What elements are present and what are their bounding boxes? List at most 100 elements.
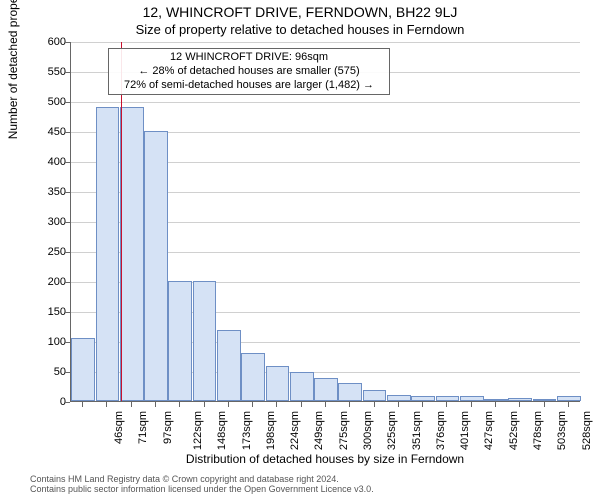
bar <box>217 330 241 401</box>
x-tick-label: 503sqm <box>556 411 568 450</box>
x-axis-title: Distribution of detached houses by size … <box>70 452 580 466</box>
x-tick-label: 198sqm <box>265 411 277 450</box>
bar <box>363 390 387 401</box>
y-tick-mark <box>65 402 70 403</box>
x-tick-mark <box>252 402 253 407</box>
bar <box>96 107 120 401</box>
plot-area <box>70 42 580 402</box>
y-tick-mark <box>65 72 70 73</box>
y-tick-mark <box>65 162 70 163</box>
y-tick-label: 500 <box>16 96 66 108</box>
x-tick-mark <box>471 402 472 407</box>
x-tick-mark <box>544 402 545 407</box>
reference-line <box>121 42 122 401</box>
x-tick-mark <box>82 402 83 407</box>
x-tick-mark <box>568 402 569 407</box>
bar <box>533 399 557 401</box>
y-tick-mark <box>65 252 70 253</box>
x-tick-label: 351sqm <box>411 411 423 450</box>
credit-text: Contains HM Land Registry data © Crown c… <box>30 474 374 495</box>
x-tick-label: 122sqm <box>192 411 204 450</box>
x-tick-mark <box>374 402 375 407</box>
y-tick-label: 600 <box>16 36 66 48</box>
gridline <box>71 102 580 103</box>
x-tick-mark <box>301 402 302 407</box>
annotation-box: 12 WHINCROFT DRIVE: 96sqm ← 28% of detac… <box>108 48 390 95</box>
x-tick-mark <box>495 402 496 407</box>
bar <box>193 281 217 401</box>
x-tick-label: 46sqm <box>113 411 125 444</box>
x-tick-mark <box>276 402 277 407</box>
bar <box>557 396 581 401</box>
y-tick-label: 50 <box>16 366 66 378</box>
bar <box>120 107 144 401</box>
bar <box>266 366 290 401</box>
annotation-line: 72% of semi-detached houses are larger (… <box>113 79 385 93</box>
x-tick-mark <box>446 402 447 407</box>
credit-line: Contains HM Land Registry data © Crown c… <box>30 474 374 484</box>
x-tick-mark <box>422 402 423 407</box>
bar <box>314 378 338 401</box>
x-tick-mark <box>228 402 229 407</box>
y-tick-label: 100 <box>16 336 66 348</box>
x-tick-label: 224sqm <box>289 411 301 450</box>
x-tick-label: 97sqm <box>162 411 174 444</box>
bar <box>338 383 362 401</box>
bar <box>484 399 508 401</box>
y-tick-label: 0 <box>16 396 66 408</box>
x-tick-mark <box>325 402 326 407</box>
annotation-line: ← 28% of detached houses are smaller (57… <box>113 65 385 79</box>
x-tick-label: 300sqm <box>362 411 374 450</box>
x-tick-label: 173sqm <box>241 411 253 450</box>
gridline <box>71 42 580 43</box>
x-tick-label: 71sqm <box>137 411 149 444</box>
x-tick-label: 249sqm <box>314 411 326 450</box>
y-tick-label: 200 <box>16 276 66 288</box>
y-tick-mark <box>65 342 70 343</box>
x-tick-mark <box>398 402 399 407</box>
y-tick-label: 300 <box>16 216 66 228</box>
y-tick-label: 350 <box>16 186 66 198</box>
bar <box>411 396 435 401</box>
y-tick-mark <box>65 282 70 283</box>
y-tick-mark <box>65 372 70 373</box>
x-tick-label: 528sqm <box>581 411 593 450</box>
annotation-line: 12 WHINCROFT DRIVE: 96sqm <box>113 51 385 65</box>
x-tick-mark <box>131 402 132 407</box>
bar <box>387 395 411 401</box>
y-tick-label: 250 <box>16 246 66 258</box>
x-tick-mark <box>179 402 180 407</box>
x-tick-mark <box>519 402 520 407</box>
bar <box>290 372 314 401</box>
y-tick-mark <box>65 132 70 133</box>
x-tick-label: 148sqm <box>216 411 228 450</box>
y-tick-label: 400 <box>16 156 66 168</box>
bar <box>460 396 484 401</box>
y-tick-label: 450 <box>16 126 66 138</box>
chart-title-sub: Size of property relative to detached ho… <box>0 22 600 37</box>
x-tick-label: 452sqm <box>508 411 520 450</box>
x-tick-label: 275sqm <box>338 411 350 450</box>
y-tick-mark <box>65 192 70 193</box>
chart-title-main: 12, WHINCROFT DRIVE, FERNDOWN, BH22 9LJ <box>0 4 600 20</box>
bar <box>144 131 168 401</box>
x-tick-label: 401sqm <box>459 411 471 450</box>
x-tick-label: 376sqm <box>435 411 447 450</box>
y-tick-label: 150 <box>16 306 66 318</box>
x-tick-mark <box>349 402 350 407</box>
bar <box>168 281 192 401</box>
bar <box>71 338 95 401</box>
y-tick-mark <box>65 222 70 223</box>
y-tick-mark <box>65 42 70 43</box>
y-tick-mark <box>65 102 70 103</box>
credit-line: Contains public sector information licen… <box>30 484 374 494</box>
x-tick-label: 325sqm <box>386 411 398 450</box>
bar <box>241 353 265 401</box>
x-tick-label: 427sqm <box>484 411 496 450</box>
y-tick-label: 550 <box>16 66 66 78</box>
x-tick-label: 478sqm <box>532 411 544 450</box>
bar <box>436 396 460 401</box>
y-tick-mark <box>65 312 70 313</box>
bar <box>508 398 532 401</box>
x-tick-mark <box>106 402 107 407</box>
